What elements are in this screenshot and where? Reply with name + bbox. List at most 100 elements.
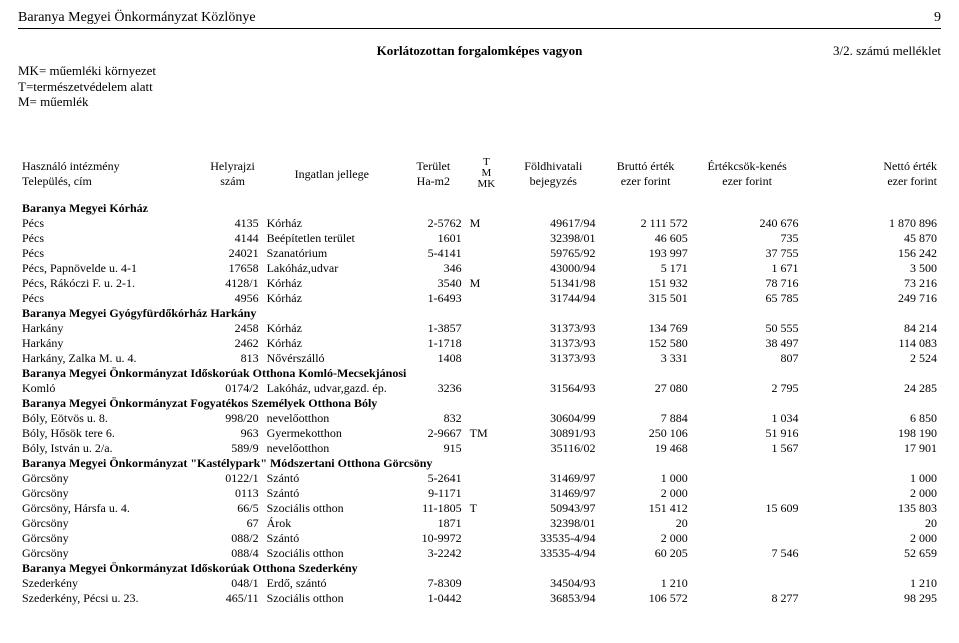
table-cell: 20 (803, 516, 942, 531)
table-cell (466, 321, 508, 336)
table-cell: 7 546 (692, 546, 803, 561)
table-row: Harkány2458Kórház1-385731373/93134 76950… (18, 321, 941, 336)
table-cell: Kórház (263, 276, 401, 291)
table-cell: 1601 (401, 231, 466, 246)
table-row: Harkány, Zalka M. u. 4.813Nővérszálló140… (18, 351, 941, 366)
table-cell: 78 716 (692, 276, 803, 291)
table-cell: 9-1171 (401, 486, 466, 501)
table-cell: 3236 (401, 381, 466, 396)
table-cell: 5-2641 (401, 471, 466, 486)
section-title-row: Baranya Megyei Gyógyfürdőkórház Harkány (18, 306, 941, 321)
table-cell (466, 291, 508, 306)
table-cell: Pécs (18, 291, 203, 306)
table-row: Bóly, Hősök tere 6.963Gyermekotthon2-966… (18, 426, 941, 441)
table-cell (466, 471, 508, 486)
table-cell: 3540 (401, 276, 466, 291)
table-cell: Görcsöny (18, 516, 203, 531)
table-cell: 33535-4/94 (507, 531, 599, 546)
table-cell: Szederkény (18, 576, 203, 591)
table-cell: 24 285 (803, 381, 942, 396)
table-cell: 66/5 (203, 501, 263, 516)
table-cell: Harkány (18, 336, 203, 351)
section-title-row: Baranya Megyei Önkormányzat Időskorúak O… (18, 366, 941, 381)
table-cell: Erdő, szántó (263, 576, 401, 591)
table-cell: 43000/94 (507, 261, 599, 276)
table-cell: 2 111 572 (599, 216, 691, 231)
table-row: Komló0174/2Lakóház, udvar,gazd. ép.32363… (18, 381, 941, 396)
table-cell: Pécs, Rákóczi F. u. 2-1. (18, 276, 203, 291)
table-cell: 31469/97 (507, 486, 599, 501)
table-cell: Kórház (263, 321, 401, 336)
legend-line: M= műemlék (18, 94, 156, 110)
table-cell: 6 850 (803, 411, 942, 426)
table-cell: 134 769 (599, 321, 691, 336)
table-cell: Nővérszálló (263, 351, 401, 366)
table-cell: 1 000 (599, 471, 691, 486)
table-cell: TM (466, 426, 508, 441)
table-cell: T (466, 501, 508, 516)
table-cell: 50943/97 (507, 501, 599, 516)
table-cell: Görcsöny (18, 531, 203, 546)
table-cell: 2 000 (803, 486, 942, 501)
table-cell: Szántó (263, 531, 401, 546)
table-cell: 1408 (401, 351, 466, 366)
table-cell: Komló (18, 381, 203, 396)
table-cell: 1 034 (692, 411, 803, 426)
table-cell: 65 785 (692, 291, 803, 306)
section-title: Baranya Megyei Önkormányzat Fogyatékos S… (18, 396, 941, 411)
table-row: Görcsöny, Hársfa u. 4.66/5Szociális otth… (18, 501, 941, 516)
table-cell: 048/1 (203, 576, 263, 591)
col-tmk: T M MK (466, 153, 508, 201)
table-row: Pécs4956Kórház1-649331744/94315 50165 78… (18, 291, 941, 306)
table-cell (466, 486, 508, 501)
table-cell: 193 997 (599, 246, 691, 261)
table-cell: Gyermekotthon (263, 426, 401, 441)
table-cell: Harkány, Zalka M. u. 4. (18, 351, 203, 366)
table-row: Pécs4144Beépítetlen terület160132398/014… (18, 231, 941, 246)
table-cell (692, 516, 803, 531)
col-intezmeny: Használó intézmény Település, cím (18, 153, 203, 201)
table-cell: 4144 (203, 231, 263, 246)
legend-line: MK= műemléki környezet (18, 63, 156, 79)
table-cell: 315 501 (599, 291, 691, 306)
table-cell (466, 381, 508, 396)
table-cell: Szántó (263, 486, 401, 501)
table-cell: 51 916 (692, 426, 803, 441)
legend: MK= műemléki környezet T=természetvédele… (18, 63, 156, 110)
table-cell: 2 795 (692, 381, 803, 396)
table-cell: Kórház (263, 336, 401, 351)
table-row: Pécs, Rákóczi F. u. 2-1.4128/1Kórház3540… (18, 276, 941, 291)
table-cell (466, 411, 508, 426)
table-row: Görcsöny0122/1Szántó5-264131469/971 0001… (18, 471, 941, 486)
document-page: Baranya Megyei Önkormányzat Közlönye 9 K… (0, 0, 959, 606)
table-cell (692, 486, 803, 501)
table-row: Pécs24021Szanatórium5-414159765/92193 99… (18, 246, 941, 261)
table-cell: 135 803 (803, 501, 942, 516)
col-brutto: Bruttó érték ezer forint (599, 153, 691, 201)
table-cell: 198 190 (803, 426, 942, 441)
table-cell: 31744/94 (507, 291, 599, 306)
table-cell: Bóly, Hősök tere 6. (18, 426, 203, 441)
table-cell: 5 171 (599, 261, 691, 276)
table-cell: 24021 (203, 246, 263, 261)
table-cell: Pécs (18, 216, 203, 231)
table-cell: 60 205 (599, 546, 691, 561)
table-cell: 30604/99 (507, 411, 599, 426)
col-hrsz: Helyrajzi szám (203, 153, 263, 201)
section-title: Baranya Megyei Önkormányzat "Kastélypark… (18, 456, 941, 471)
table-cell: 17 901 (803, 441, 942, 456)
table-row: Szederkény, Pécsi u. 23.465/11Szociális … (18, 591, 941, 606)
table-cell (466, 351, 508, 366)
table-cell: Harkány (18, 321, 203, 336)
publication-title: Baranya Megyei Önkormányzat Közlönye (18, 10, 256, 26)
table-cell: 52 659 (803, 546, 942, 561)
table-cell: 152 580 (599, 336, 691, 351)
table-cell: 1 567 (692, 441, 803, 456)
table-cell: 2 524 (803, 351, 942, 366)
table-cell: 32398/01 (507, 231, 599, 246)
table-cell: 17658 (203, 261, 263, 276)
table-cell: 1 210 (599, 576, 691, 591)
table-cell: 3 500 (803, 261, 942, 276)
table-cell: 19 468 (599, 441, 691, 456)
table-cell (692, 576, 803, 591)
